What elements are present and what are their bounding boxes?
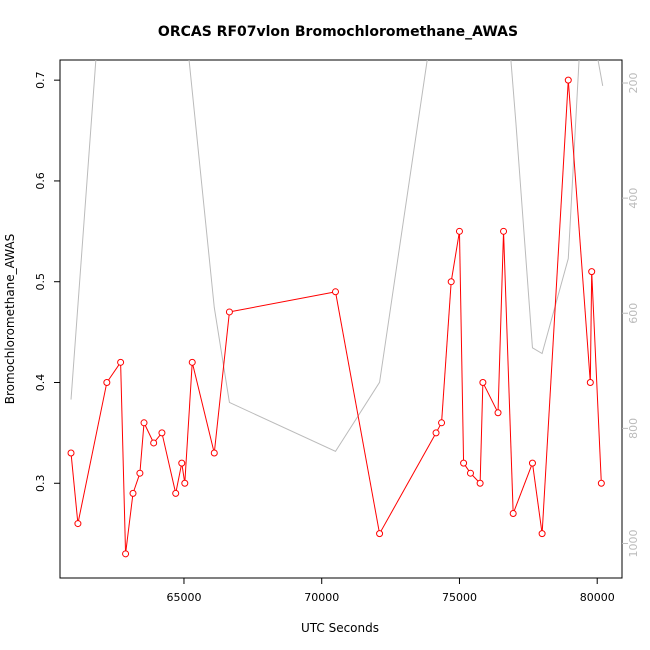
data-point <box>564 76 572 84</box>
y-tick-label: 0.5 <box>34 273 47 291</box>
red-series-segment <box>437 425 441 431</box>
data-point <box>447 278 455 286</box>
gray-series-line <box>70 60 604 453</box>
data-point <box>136 469 144 477</box>
right-y-tick-label: 400 <box>627 188 640 209</box>
data-point <box>122 550 130 558</box>
data-point <box>476 479 484 487</box>
x-tick-label: 70000 <box>304 591 339 604</box>
red-series-segment <box>70 455 79 521</box>
red-series-segment <box>162 435 176 491</box>
y-tick-label: 0.3 <box>34 475 47 493</box>
red-series-segment <box>192 365 215 451</box>
right-y-tick-label: 200 <box>627 73 640 94</box>
red-series-segment <box>464 465 470 471</box>
data-point <box>103 378 111 386</box>
x-axis-label: UTC Seconds <box>301 621 379 635</box>
red-series-segment <box>441 284 452 420</box>
data-point <box>181 479 189 487</box>
red-series-segment <box>513 465 532 511</box>
red-series-segment <box>483 384 498 411</box>
chart-title: ORCAS RF07vlon Bromochloromethane_AWAS <box>158 24 518 40</box>
red-series-segment <box>214 314 230 451</box>
red-series-segment <box>78 385 107 521</box>
y-tick-label: 0.7 <box>34 71 47 89</box>
data-point <box>129 489 137 497</box>
red-series-segment <box>144 425 153 441</box>
red-series-segment <box>541 83 569 531</box>
data-point <box>479 378 487 386</box>
red-series-segment <box>589 274 593 380</box>
data-point <box>466 469 474 477</box>
x-tick-label: 65000 <box>166 591 201 604</box>
red-series-segment <box>108 364 120 381</box>
red-series-segment <box>567 83 591 380</box>
data-point <box>172 489 180 497</box>
data-point <box>67 449 75 457</box>
red-series-segment <box>181 466 185 481</box>
data-point <box>460 459 468 467</box>
data-point <box>432 429 440 437</box>
red-series-segment <box>155 434 161 441</box>
data-point <box>117 358 125 366</box>
x-tick-label: 75000 <box>442 591 477 604</box>
red-series-segment <box>591 274 602 481</box>
y-tick-label: 0.4 <box>34 374 47 392</box>
red-series-segment <box>125 496 134 551</box>
data-point <box>588 268 596 276</box>
data-point <box>188 358 196 366</box>
red-series-segment <box>175 465 182 491</box>
red-series-segment <box>133 475 140 491</box>
data-point <box>140 419 148 427</box>
red-series-segment <box>335 294 380 531</box>
data-point <box>586 378 594 386</box>
data-point <box>210 449 218 457</box>
red-series-segment <box>472 475 479 482</box>
y-tick-label: 0.6 <box>34 172 47 190</box>
data-point <box>150 439 158 447</box>
x-tick-label: 80000 <box>580 591 615 604</box>
data-point <box>509 510 517 518</box>
data-point <box>438 419 446 427</box>
data-point <box>538 530 546 538</box>
right-y-tick-label: 800 <box>627 418 640 439</box>
red-series-segment <box>497 234 504 410</box>
red-series-segment <box>503 234 514 511</box>
data-point <box>331 288 339 296</box>
red-series-segment <box>532 466 543 531</box>
red-series-segment <box>479 385 484 481</box>
red-series-segment <box>120 365 126 551</box>
plot-frame <box>59 59 623 579</box>
data-point <box>178 459 186 467</box>
y-axis-label: Bromochloromethane_AWAS <box>3 234 17 404</box>
data-point <box>158 429 166 437</box>
red-series-segment <box>139 425 145 471</box>
data-point <box>528 459 536 467</box>
red-series-segment <box>451 234 460 279</box>
data-point <box>225 308 233 316</box>
data-point <box>455 227 463 235</box>
right-y-tick-label: 600 <box>627 303 640 324</box>
data-point <box>597 479 605 487</box>
red-series-segment <box>232 291 333 312</box>
data-point <box>500 227 508 235</box>
data-point <box>376 530 384 538</box>
data-point <box>494 409 502 417</box>
red-series-segment <box>459 234 465 461</box>
data-point <box>74 520 82 528</box>
right-y-tick-label: 1000 <box>627 529 640 557</box>
red-series-segment <box>184 365 193 481</box>
red-series-segment <box>380 435 436 532</box>
